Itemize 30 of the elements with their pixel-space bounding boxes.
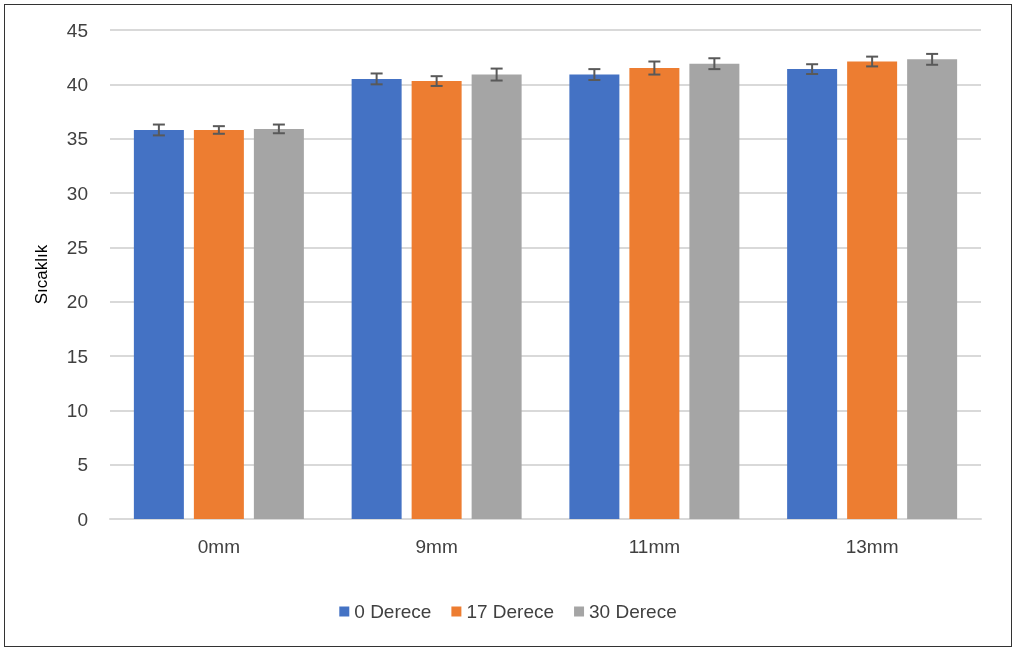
bar [411, 81, 462, 519]
x-tick-label: 13mm [845, 536, 899, 557]
bar [193, 129, 244, 519]
bar [907, 59, 958, 519]
bar [569, 74, 620, 519]
bar [787, 69, 838, 519]
bar [847, 61, 898, 519]
bar [629, 68, 680, 519]
legend-label: 17 Derece [466, 601, 555, 622]
y-tick-label: 10 [66, 399, 88, 421]
x-tick-label: 0mm [197, 536, 240, 557]
y-tick-label: 25 [66, 236, 88, 258]
bar [689, 63, 740, 519]
y-tick-label: 5 [77, 454, 88, 476]
y-tick-label: 40 [66, 73, 88, 95]
bar [471, 74, 522, 519]
y-tick-label: 15 [66, 345, 88, 367]
legend-label: 30 Derece [589, 601, 677, 622]
y-tick-label: 0 [77, 508, 88, 530]
bar [351, 78, 402, 519]
bar [133, 129, 184, 519]
y-tick-label: 35 [66, 128, 88, 150]
y-tick-label: 45 [66, 19, 88, 41]
x-tick-label: 11mm [628, 536, 681, 557]
x-tick-label: 9mm [415, 536, 458, 557]
bar [253, 128, 304, 519]
legend-label: 0 Derece [354, 601, 432, 622]
y-axis-title: Sıcaklık [32, 244, 51, 305]
y-tick-label: 30 [66, 182, 88, 204]
y-tick-label: 20 [66, 291, 88, 313]
